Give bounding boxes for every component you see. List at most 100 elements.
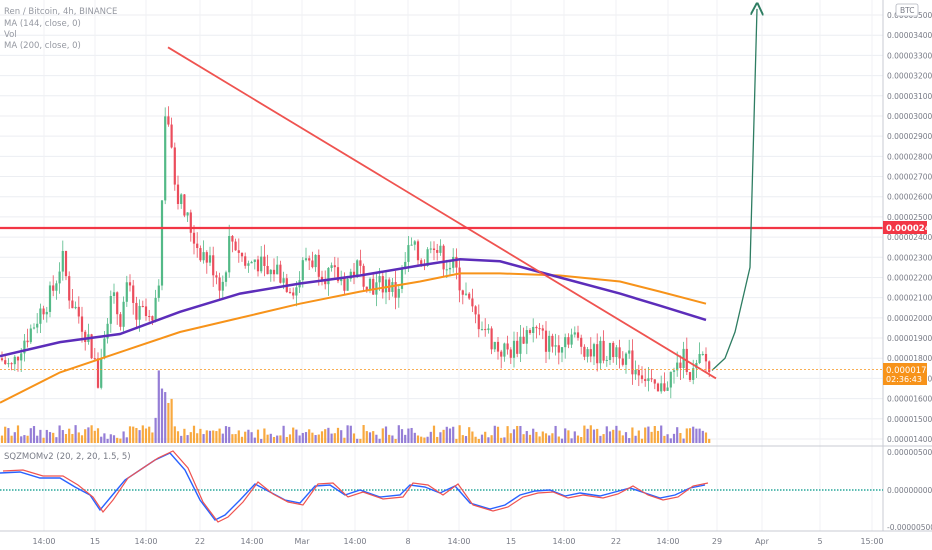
price-tick-label: 0.00002100 (887, 294, 932, 303)
candle-body (404, 261, 407, 268)
candle-body (71, 300, 74, 309)
candle-body (10, 363, 13, 365)
indicator-ma200-legend[interactable]: MA (200, close, 0) (4, 41, 81, 51)
candle-body (544, 330, 548, 352)
candle-body (125, 282, 128, 302)
descending-trendline[interactable] (167, 46, 717, 380)
volume-bar (196, 433, 199, 443)
volume-bar (599, 435, 602, 443)
volume-bar (548, 435, 551, 443)
volume-bar (202, 434, 205, 443)
candle-body (535, 326, 538, 329)
volume-bar (647, 426, 650, 443)
oscillator-title[interactable]: SQZMOMv2 (20, 2, 20, 1.5, 5) (4, 452, 131, 462)
candle-body (52, 285, 55, 291)
volume-bar (368, 432, 372, 443)
candle-body (116, 292, 119, 315)
volume-bar (576, 435, 580, 443)
volume-bar (637, 430, 640, 443)
candle-body (394, 282, 397, 298)
candle-body (647, 378, 650, 382)
candle-body (151, 316, 154, 321)
volume-bar (263, 428, 266, 443)
volume-bar (218, 428, 221, 443)
candle-body (170, 124, 173, 148)
volume-bar (292, 427, 295, 443)
volume-bar (154, 417, 157, 443)
volume-bar (71, 433, 74, 443)
volume-bar (7, 428, 10, 443)
volume-bar (496, 426, 500, 443)
candle-body (93, 358, 96, 360)
volume-bar (13, 432, 16, 443)
volume-bar (327, 427, 330, 443)
volume-bar (45, 429, 48, 443)
candle-body (474, 306, 477, 315)
candle-body (23, 340, 26, 354)
candle-body (13, 356, 16, 365)
volume-bar (148, 426, 151, 443)
currency-badge[interactable] (895, 3, 919, 17)
volume-bar (199, 428, 202, 443)
candle-body (599, 340, 602, 364)
candle-body (493, 341, 496, 350)
candles (0, 106, 711, 399)
candle-body (237, 250, 240, 253)
candle-body (122, 301, 125, 327)
candle-body (580, 337, 583, 347)
candle-body (583, 346, 586, 357)
candle-body (500, 351, 503, 357)
candle-body (266, 265, 269, 275)
candle-body (541, 328, 544, 331)
volume-bar (90, 425, 93, 443)
volume-bar (320, 431, 324, 443)
volume-bar (20, 436, 23, 443)
volume-bar (228, 426, 231, 443)
volume-bar (224, 426, 228, 443)
volume-bar (64, 433, 68, 443)
candle-body (410, 244, 413, 246)
indicator-vol-legend[interactable]: Vol (4, 30, 17, 40)
candle-body (330, 265, 333, 268)
candle-body (32, 327, 36, 329)
volume-bar (384, 426, 388, 443)
candle-body (109, 296, 112, 324)
price-tick-label: 0.00002900 (887, 132, 932, 141)
projection-arrow[interactable] (711, 9, 757, 371)
volume-bar (557, 436, 560, 443)
candle-body (564, 337, 567, 348)
candle-body (58, 271, 61, 284)
volume-bar (628, 438, 631, 443)
volume-bar (602, 434, 605, 443)
candle-body (340, 277, 343, 282)
candle-body (397, 288, 400, 298)
candle-body (20, 353, 23, 361)
volume-bar (704, 432, 708, 443)
candle-body (343, 277, 346, 291)
candle-body (4, 360, 7, 364)
candle-body (327, 267, 330, 285)
candle-body (596, 344, 599, 364)
candle-body (624, 353, 628, 365)
indicator-ma144-legend[interactable]: MA (144, close, 0) (4, 19, 81, 29)
candle-body (192, 232, 196, 244)
volume-bar (125, 437, 128, 443)
volume-bar (388, 434, 391, 443)
volume-bar (116, 437, 119, 443)
candle-body (586, 349, 589, 357)
volume-bar (400, 429, 404, 443)
candle-body (16, 356, 20, 361)
price-tick-label: 0.00001900 (887, 334, 932, 343)
volume-bar (109, 434, 112, 443)
volume-bar (87, 427, 90, 443)
candle-body (202, 252, 205, 261)
candle-body (378, 276, 381, 283)
candle-body (247, 263, 250, 266)
volume-bar (311, 432, 314, 443)
candle-body (141, 305, 144, 307)
time-axis[interactable]: 14:00 15 14:00 22 14:00 Mar 14:00 8 14:00 15 14:00… (32, 537, 883, 546)
volume-bar (391, 435, 394, 443)
volume-bar (682, 438, 685, 443)
volume-bar (461, 435, 464, 443)
